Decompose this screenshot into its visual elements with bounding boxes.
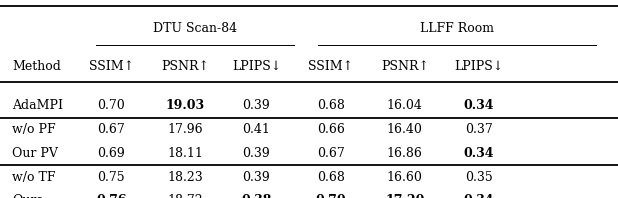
- Text: Method: Method: [12, 60, 61, 73]
- Text: 16.60: 16.60: [387, 171, 423, 184]
- Text: 0.76: 0.76: [96, 194, 127, 198]
- Text: 0.75: 0.75: [98, 171, 125, 184]
- Text: LPIPS↓: LPIPS↓: [454, 60, 504, 73]
- Text: 0.34: 0.34: [464, 147, 494, 160]
- Text: 0.41: 0.41: [242, 123, 271, 136]
- Text: 0.70: 0.70: [315, 194, 346, 198]
- Text: 0.39: 0.39: [243, 147, 270, 160]
- Text: 0.39: 0.39: [243, 99, 270, 112]
- Text: Our PV: Our PV: [12, 147, 58, 160]
- Text: 19.03: 19.03: [166, 99, 205, 112]
- Text: 0.34: 0.34: [464, 194, 494, 198]
- Text: 17.20: 17.20: [385, 194, 425, 198]
- Text: 0.39: 0.39: [243, 171, 270, 184]
- Text: 18.72: 18.72: [167, 194, 203, 198]
- Text: 0.67: 0.67: [317, 147, 344, 160]
- Text: 18.23: 18.23: [167, 171, 203, 184]
- Text: 0.35: 0.35: [465, 171, 493, 184]
- Text: LPIPS↓: LPIPS↓: [232, 60, 281, 73]
- Text: 18.11: 18.11: [167, 147, 203, 160]
- Text: 0.38: 0.38: [241, 194, 272, 198]
- Text: 16.04: 16.04: [387, 99, 423, 112]
- Text: 16.40: 16.40: [387, 123, 423, 136]
- Text: Ours: Ours: [12, 194, 43, 198]
- Text: AdaMPI: AdaMPI: [12, 99, 64, 112]
- Text: DTU Scan-84: DTU Scan-84: [153, 22, 237, 35]
- Text: 0.67: 0.67: [98, 123, 125, 136]
- Text: 16.86: 16.86: [387, 147, 423, 160]
- Text: LLFF Room: LLFF Room: [420, 22, 494, 35]
- Text: 0.70: 0.70: [98, 99, 125, 112]
- Text: 0.68: 0.68: [316, 99, 345, 112]
- Text: 0.66: 0.66: [316, 123, 345, 136]
- Text: SSIM↑: SSIM↑: [88, 60, 134, 73]
- Text: 0.68: 0.68: [316, 171, 345, 184]
- Text: 0.69: 0.69: [98, 147, 125, 160]
- Text: w/o TF: w/o TF: [12, 171, 56, 184]
- Text: 17.96: 17.96: [167, 123, 203, 136]
- Text: PSNR↑: PSNR↑: [161, 60, 210, 73]
- Text: SSIM↑: SSIM↑: [308, 60, 353, 73]
- Text: 0.37: 0.37: [465, 123, 493, 136]
- Text: 0.34: 0.34: [464, 99, 494, 112]
- Text: w/o PF: w/o PF: [12, 123, 56, 136]
- Text: PSNR↑: PSNR↑: [381, 60, 429, 73]
